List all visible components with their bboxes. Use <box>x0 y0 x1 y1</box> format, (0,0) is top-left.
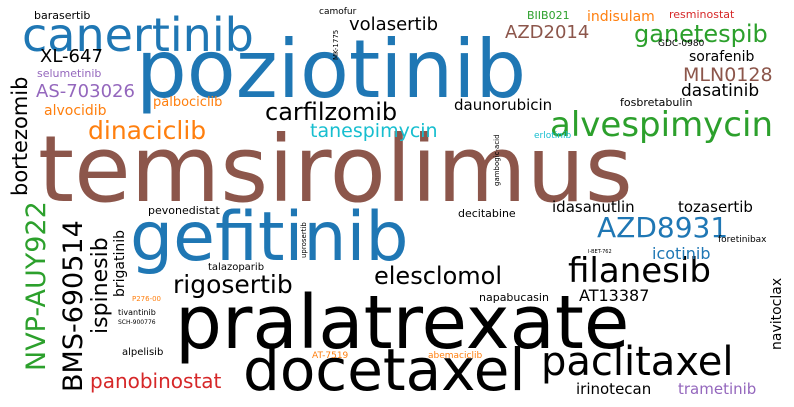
word-napabucasin: napabucasin <box>479 291 549 304</box>
word-AT-7519: AT-7519 <box>312 351 349 361</box>
word-AZD8931: AZD8931 <box>597 211 729 244</box>
word-GDC-0980: GDC-0980 <box>658 39 705 49</box>
word-tanespimycin: tanespimycin <box>310 120 438 142</box>
word-palbociclib: palbociclib <box>153 95 223 110</box>
word-ganetespib: ganetespib <box>634 20 768 48</box>
word-decitabine: decitabine <box>458 207 516 220</box>
word-talazoparib: talazoparib <box>208 262 265 273</box>
word-MK-1775: MK-1775 <box>332 29 340 60</box>
word-icotinib: icotinib <box>652 244 711 263</box>
word-sorafenib: sorafenib <box>689 49 755 65</box>
word-SCH-900776: SCH-900776 <box>118 319 156 326</box>
word-elesclomol: elesclomol <box>374 262 502 290</box>
word-alvocidib: alvocidib <box>44 103 107 119</box>
word-MLN0128: MLN0128 <box>683 64 773 86</box>
word-volasertib: volasertib <box>349 14 439 35</box>
word-selumetinib: selumetinib <box>37 67 102 80</box>
word-docetaxel: docetaxel <box>243 336 526 404</box>
word-uprosertib: uprosertib <box>300 222 308 258</box>
word-erlotinib: erlotinib <box>534 131 572 141</box>
word-carfilzomib: carfilzomib <box>265 98 398 126</box>
word-NVP-AUY922: NVP-AUY922 <box>21 201 52 371</box>
word-poziotinib: poziotinib <box>136 23 527 116</box>
word-bortezomib: bortezomib <box>8 76 32 196</box>
word-tivantinib: tivantinib <box>118 308 156 317</box>
word-fosbretabulin: fosbretabulin <box>620 96 693 109</box>
word-paclitaxel: paclitaxel <box>541 339 734 385</box>
word-gefitinib: gefitinib <box>130 198 409 277</box>
word-AT13387: AT13387 <box>579 286 650 305</box>
word-indisulam: indisulam <box>587 9 655 25</box>
word-AZD2014: AZD2014 <box>505 22 590 43</box>
word-daunorubicin: daunorubicin <box>454 96 553 114</box>
word-filanesib: filanesib <box>568 251 711 291</box>
word-dasatinib: dasatinib <box>681 81 760 101</box>
word-brigatinib: brigatinib <box>112 229 128 297</box>
word-tozasertib: tozasertib <box>678 198 753 216</box>
word-trametinib: trametinib <box>678 380 757 398</box>
word-BMS-690514: BMS-690514 <box>58 220 89 392</box>
word-foretinibax: foretinibax <box>718 235 767 245</box>
word-resminostat: resminostat <box>669 8 735 21</box>
word-alvespimycin: alvespimycin <box>550 105 773 145</box>
word-P276-00: P276-00 <box>132 295 162 303</box>
word-panobinostat: panobinostat <box>90 369 222 393</box>
word-pevonedistat: pevonedistat <box>148 204 220 217</box>
word-XL-647: XL-647 <box>40 46 103 67</box>
word-abemaciclib: abemaciclib <box>428 351 483 361</box>
word-gambogic-acid: gambogic-acid <box>493 134 501 186</box>
word-canertinib: canertinib <box>22 8 254 62</box>
word-rigosertib: rigosertib <box>173 270 293 299</box>
word-I-BET-762: I-BET-762 <box>588 249 612 255</box>
word-navitoclax: navitoclax <box>769 277 785 350</box>
word-ispinesib: ispinesib <box>88 237 113 334</box>
word-BIIB021: BIIB021 <box>527 9 570 22</box>
word-camofur: camofur <box>319 7 357 17</box>
word-pralatrexate: pralatrexate <box>175 280 630 366</box>
word-barasertib: barasertib <box>34 9 91 22</box>
word-temsirolimus: temsirolimus <box>38 116 633 223</box>
word-idasanutlin: idasanutlin <box>552 198 635 216</box>
word-alpelisib: alpelisib <box>122 347 164 358</box>
word-irinotecan: irinotecan <box>576 380 652 398</box>
word-AS-703026: AS-703026 <box>36 81 135 102</box>
word-dinaciclib: dinaciclib <box>88 116 207 145</box>
